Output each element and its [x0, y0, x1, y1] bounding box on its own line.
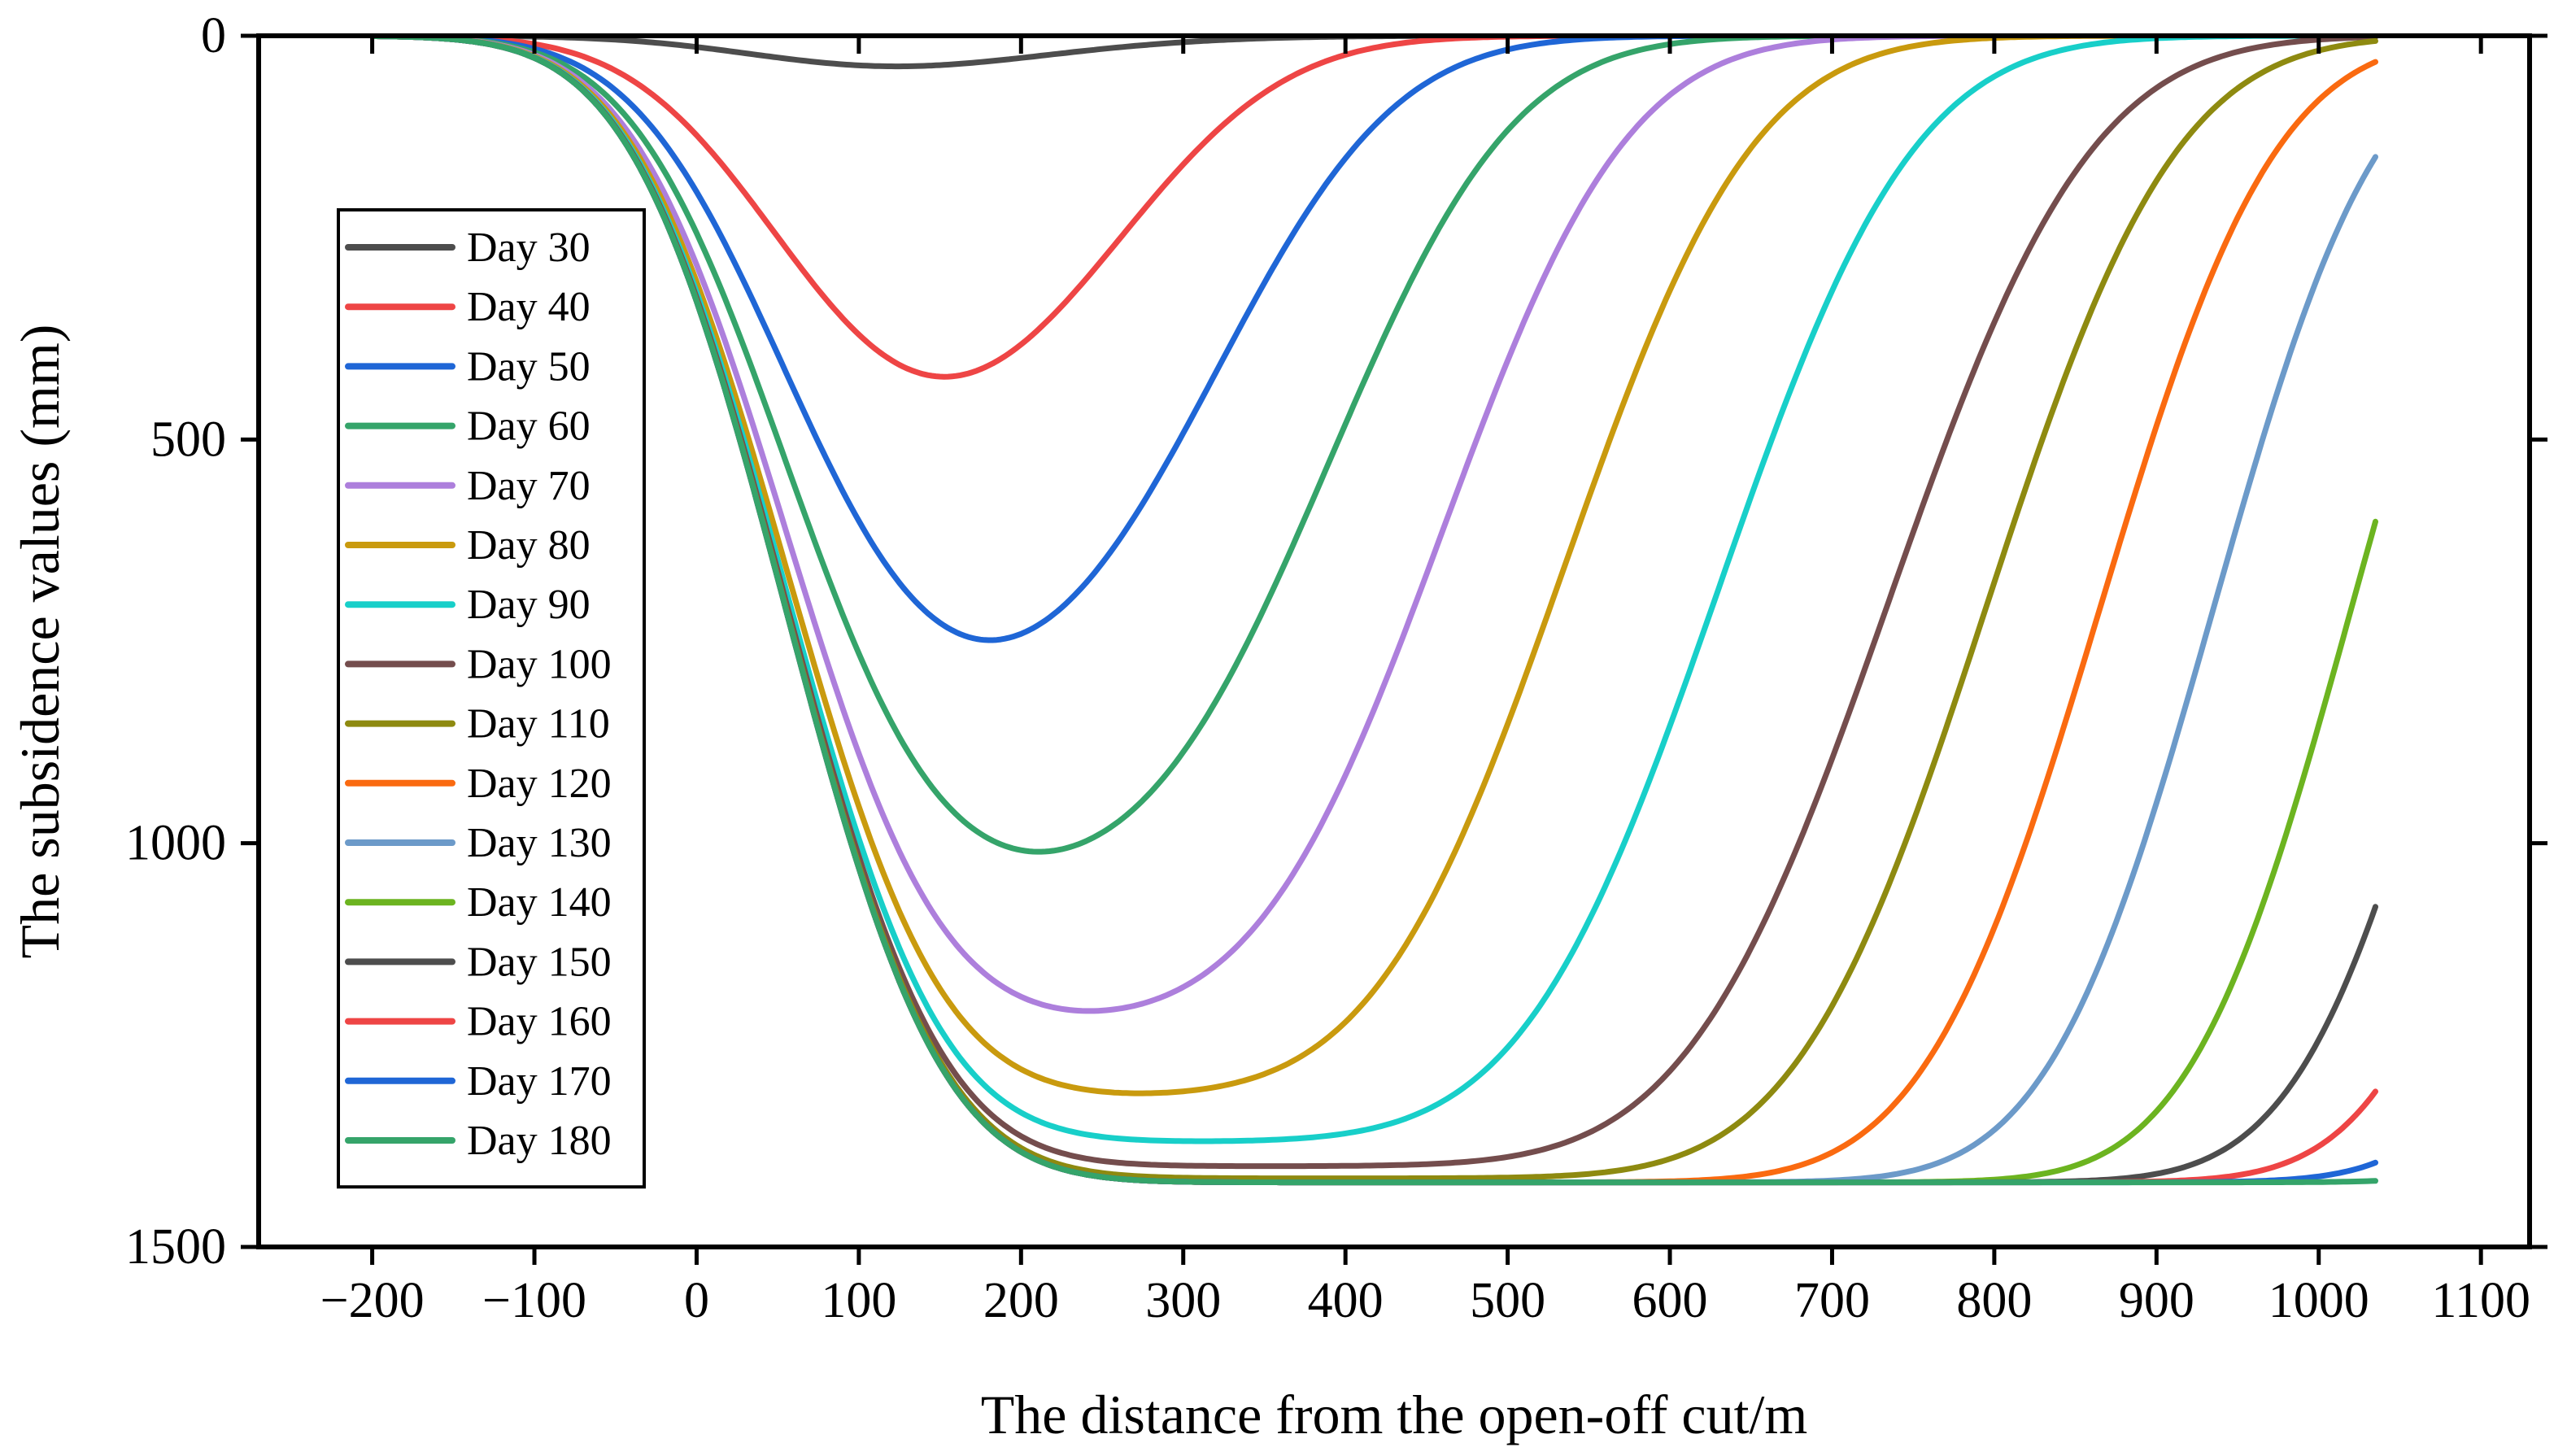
x-tick-label: 1100: [2431, 1273, 2530, 1328]
legend-label: Day 180: [467, 1118, 612, 1164]
legend-label: Day 40: [467, 284, 591, 330]
x-tick-label: 0: [684, 1273, 709, 1328]
legend-label: Day 100: [467, 641, 612, 687]
y-tick-label: 1500: [125, 1219, 226, 1275]
x-tick-label: 300: [1145, 1273, 1221, 1328]
x-tick-label: 400: [1308, 1273, 1384, 1328]
legend-label: Day 110: [467, 701, 610, 748]
series-line-day-50: [369, 36, 2378, 643]
y-tick-label: 0: [201, 8, 226, 63]
series-line-day-70: [369, 36, 2378, 1014]
legend-label: Day 50: [467, 343, 591, 390]
x-axis-title: The distance from the open-off cut/m: [981, 1384, 1808, 1445]
legend-label: Day 30: [467, 225, 591, 271]
legend-label: Day 140: [467, 879, 612, 926]
y-tick-label: 500: [150, 412, 226, 467]
legend-label: Day 170: [467, 1058, 612, 1105]
x-tick-label: 700: [1794, 1273, 1870, 1328]
legend-label: Day 80: [467, 522, 591, 569]
x-axis-ticks: −200 −100 0 100 200 300 400 500 600 700 800 900 1000…: [320, 36, 2530, 1328]
legend-label: Day 120: [467, 761, 612, 807]
series-line-day-40: [369, 36, 2378, 380]
legend-label: Day 90: [467, 582, 591, 628]
series-line-day-90: [369, 36, 2378, 1144]
x-tick-label: 900: [2119, 1273, 2194, 1328]
series-line-day-60: [369, 36, 2378, 855]
y-axis-ticks: 0 500 1000 1500: [125, 8, 2547, 1275]
legend-label: Day 70: [467, 463, 591, 509]
x-tick-label: −100: [482, 1273, 586, 1328]
x-tick-label: −200: [320, 1273, 425, 1328]
legend-label: Day 60: [467, 403, 591, 450]
y-axis-title: The subsidence values (mm): [9, 325, 71, 959]
plot-frame: [256, 33, 2532, 1249]
legend-label: Day 160: [467, 999, 612, 1045]
x-tick-label: 800: [1956, 1273, 2032, 1328]
x-tick-label: 600: [1632, 1273, 1708, 1328]
y-tick-label: 1000: [125, 816, 226, 871]
legend-label: Day 130: [467, 820, 612, 866]
series-line-day-80: [369, 36, 2378, 1096]
series-line-day-30: [369, 36, 2378, 70]
legend: Day 30 Day 40 Day 50 Day 60 Day 70 Day 80 Day …: [337, 208, 646, 1189]
x-tick-label: 200: [983, 1273, 1059, 1328]
x-tick-label: 1000: [2268, 1273, 2369, 1328]
plot-curves: [369, 36, 2378, 1186]
x-tick-label: 100: [821, 1273, 896, 1328]
series-line-day-180: [369, 36, 2378, 1186]
legend-label: Day 150: [467, 939, 612, 985]
x-tick-label: 500: [1470, 1273, 1545, 1328]
